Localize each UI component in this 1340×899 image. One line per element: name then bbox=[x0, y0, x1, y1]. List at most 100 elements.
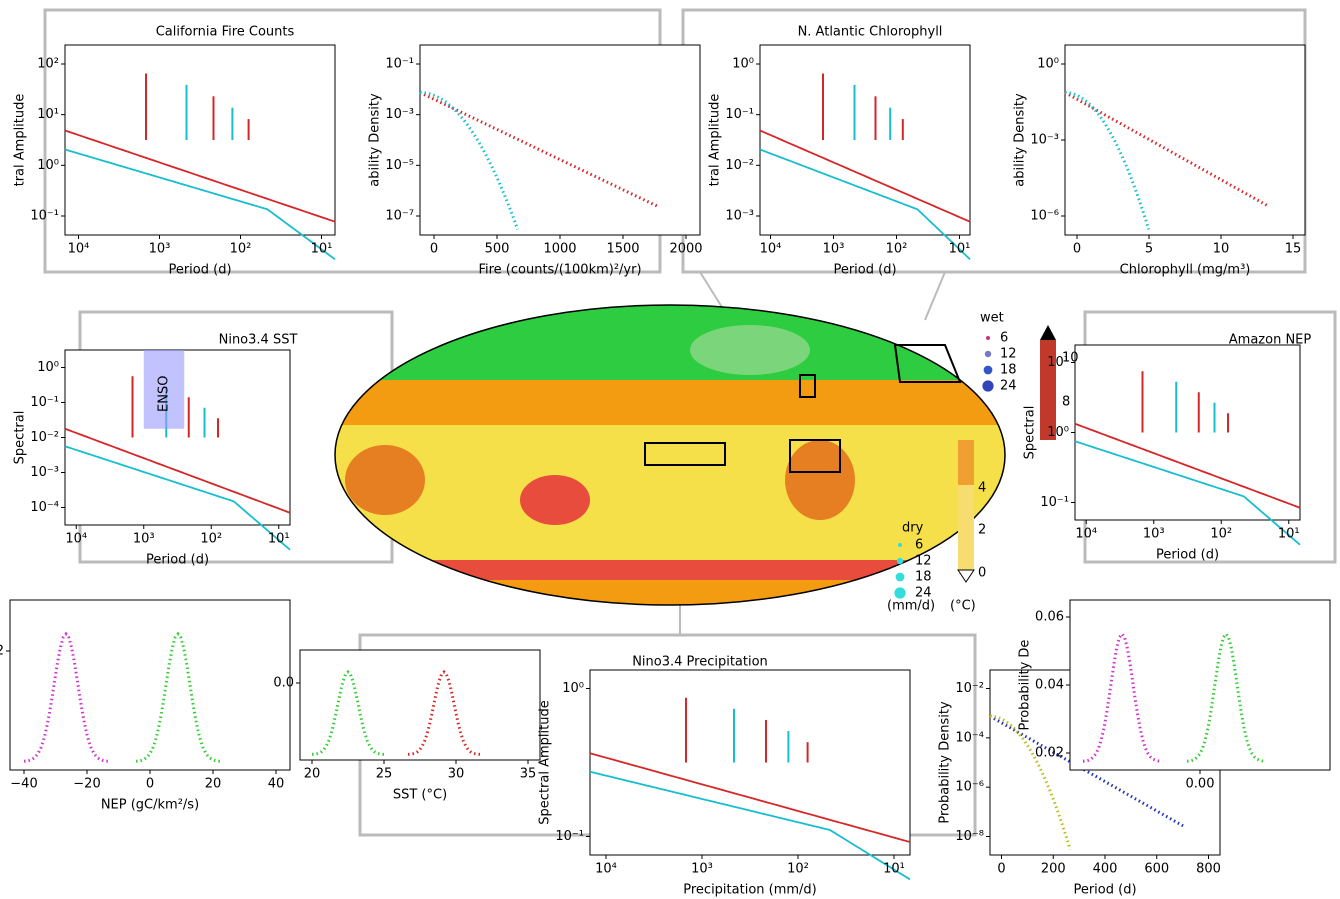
y-tick-label: 10⁻¹ bbox=[30, 395, 59, 410]
decorative-curve bbox=[135, 631, 221, 763]
decorative-curve bbox=[989, 714, 1072, 851]
y-axis-label: tral Amplitude bbox=[13, 94, 28, 187]
x-tick-label: 500 bbox=[485, 242, 510, 257]
y-axis-label: Probability Density bbox=[938, 701, 953, 824]
plot-area bbox=[589, 669, 911, 856]
plot-area bbox=[419, 44, 701, 236]
plot-area bbox=[759, 44, 971, 236]
legend-marker bbox=[986, 336, 990, 340]
plot-area bbox=[299, 649, 541, 761]
legend-label: 18 bbox=[1000, 363, 1017, 378]
panel-title: N. Atlantic Chlorophyll bbox=[798, 25, 943, 40]
y-tick-label: 10⁰ bbox=[37, 158, 59, 173]
x-tick-label: 10¹ bbox=[268, 532, 290, 547]
decorative-curve bbox=[407, 669, 481, 756]
x-axis-label: Period (d) bbox=[146, 553, 209, 568]
x-tick-label: 400 bbox=[1093, 862, 1118, 877]
x-tick-label: −40 bbox=[10, 777, 37, 792]
decorative-curve bbox=[419, 91, 520, 230]
legend-marker bbox=[984, 350, 992, 358]
x-tick-label: 20 bbox=[205, 777, 222, 792]
panel-title: California Fire Counts bbox=[156, 25, 295, 40]
legend-label: 12 bbox=[915, 554, 932, 569]
legend-title: wet bbox=[980, 311, 1004, 326]
y-tick-label: 10⁻¹ bbox=[1040, 495, 1069, 510]
x-tick-label: 0 bbox=[430, 242, 438, 257]
decorative-curve bbox=[1186, 631, 1266, 763]
legend-label: 24 bbox=[915, 586, 932, 601]
y-tick-label: 0.02 bbox=[1035, 746, 1064, 761]
x-tick-label: 600 bbox=[1144, 862, 1169, 877]
decorative-curve bbox=[589, 770, 911, 881]
legend-marker bbox=[982, 380, 994, 392]
decorative-curve bbox=[1064, 91, 1270, 208]
y-tick-label: 10⁻⁴ bbox=[30, 500, 59, 515]
x-tick-label: 40 bbox=[268, 777, 285, 792]
x-axis-label: Period (d) bbox=[168, 263, 231, 278]
x-axis-label: Fire (counts/(100km)²/yr) bbox=[478, 263, 641, 278]
legend-marker bbox=[896, 557, 904, 565]
x-tick-label: 10¹ bbox=[949, 242, 971, 257]
legend-label: 6 bbox=[1000, 331, 1008, 346]
panel-title: Nino3.4 SST bbox=[219, 333, 298, 348]
decorative-curve bbox=[1082, 631, 1162, 763]
connector bbox=[924, 271, 946, 321]
y-tick-label: 10⁰ bbox=[1037, 57, 1059, 72]
y-tick-label: 10⁻⁶ bbox=[1030, 209, 1059, 224]
y-tick-label: 10⁻³ bbox=[30, 465, 59, 480]
legend-title: dry bbox=[902, 521, 924, 536]
y-tick-label: 10¹ bbox=[1047, 355, 1069, 370]
x-axis-label: Period (d) bbox=[1156, 548, 1219, 563]
plot-area bbox=[1064, 44, 1306, 236]
legend-marker bbox=[895, 572, 905, 582]
x-axis-label: Chlorophyll (mg/m³) bbox=[1120, 263, 1251, 278]
decorative-curve bbox=[23, 631, 109, 763]
colorbar-tick-label: 4 bbox=[978, 481, 986, 496]
x-tick-label: 10¹ bbox=[1278, 527, 1300, 542]
x-axis-label: NEP (gC/km²/s) bbox=[101, 798, 199, 813]
x-tick-label: 30 bbox=[448, 767, 465, 782]
y-tick-label: 0.06 bbox=[1035, 610, 1064, 625]
decorative-curve bbox=[64, 445, 291, 551]
x-tick-label: 10⁴ bbox=[68, 242, 90, 257]
x-tick-label: 10² bbox=[886, 242, 908, 257]
decorative-curve bbox=[64, 427, 291, 514]
x-tick-label: 10³ bbox=[149, 242, 171, 257]
decorative-curve bbox=[759, 148, 971, 260]
decorative-curve bbox=[589, 752, 911, 843]
y-axis-label: ability Density bbox=[1013, 93, 1028, 187]
decorative-curve bbox=[311, 669, 385, 756]
x-tick-label: 20 bbox=[304, 767, 321, 782]
y-tick-label: 10⁰ bbox=[562, 681, 584, 696]
colorbar-tick-label: 0 bbox=[978, 566, 986, 581]
decorative-curve bbox=[64, 129, 336, 223]
x-tick-label: 200 bbox=[1041, 862, 1066, 877]
y-tick-label: 10⁻² bbox=[955, 681, 984, 696]
x-tick-label: 10⁴ bbox=[65, 532, 87, 547]
x-tick-label: −20 bbox=[73, 777, 100, 792]
y-tick-label: 10⁻³ bbox=[725, 209, 754, 224]
colorbar-tick-label: 8 bbox=[1062, 395, 1070, 410]
x-axis-label: Precipitation (mm/d) bbox=[683, 883, 817, 898]
panel-title: Amazon NEP bbox=[1229, 333, 1312, 348]
y-tick-label: 10⁰ bbox=[37, 360, 59, 375]
x-tick-label: 1000 bbox=[543, 242, 576, 257]
x-tick-label: 10¹ bbox=[883, 862, 905, 877]
decorative-curve bbox=[419, 91, 659, 208]
plot-area bbox=[1069, 599, 1331, 771]
y-tick-label: 10¹ bbox=[37, 107, 59, 122]
x-tick-label: 10³ bbox=[133, 532, 155, 547]
y-tick-label: 10⁻³ bbox=[1030, 133, 1059, 148]
legend-label: 18 bbox=[915, 570, 932, 585]
y-tick-label: 0.2 bbox=[0, 644, 4, 659]
decorative-curve bbox=[1064, 91, 1151, 230]
x-tick-label: 10² bbox=[230, 242, 252, 257]
y-tick-label: 10⁻¹ bbox=[30, 209, 59, 224]
x-tick-label: 5 bbox=[1145, 242, 1153, 257]
x-tick-label: 10⁴ bbox=[1075, 527, 1097, 542]
legend-label: 6 bbox=[915, 538, 923, 553]
x-tick-label: 0.00 bbox=[1186, 777, 1215, 792]
y-tick-label: 10⁻⁶ bbox=[955, 780, 984, 795]
x-tick-label: 10⁴ bbox=[760, 242, 782, 257]
y-tick-label: 10⁻⁸ bbox=[955, 829, 984, 844]
